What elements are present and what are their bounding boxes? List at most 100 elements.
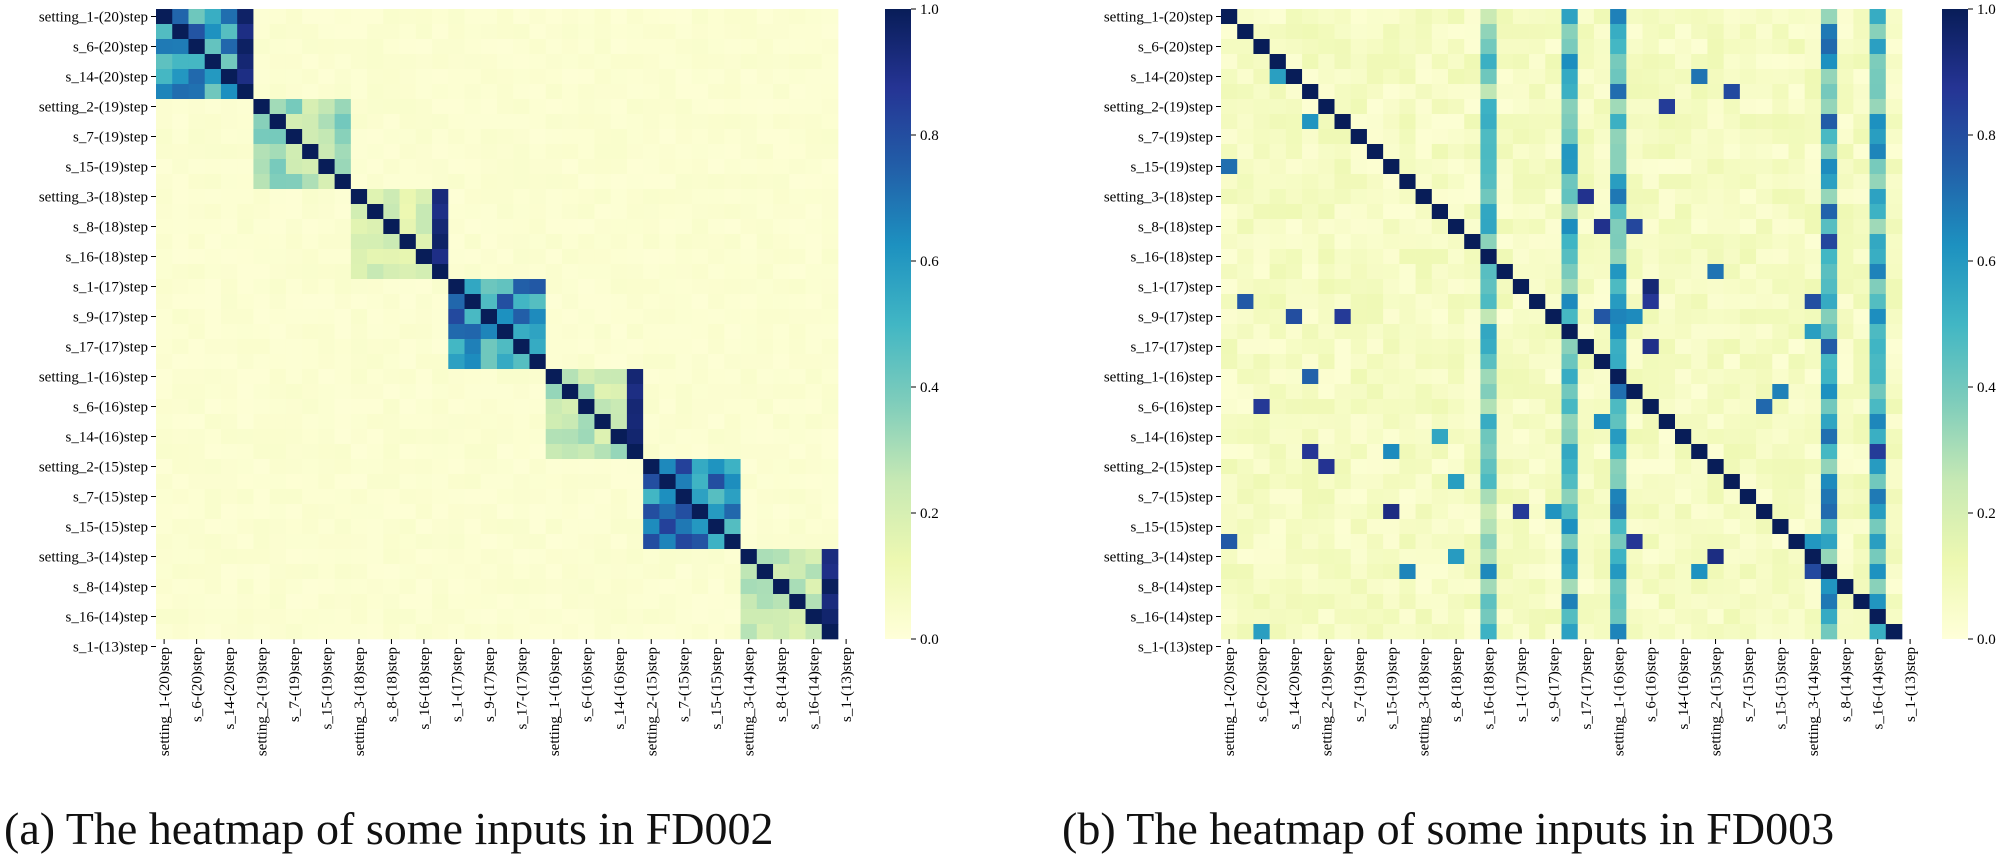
heatmap-a-cell	[367, 144, 384, 160]
heatmap-a-cell	[237, 369, 254, 385]
heatmap-a-cell	[659, 564, 676, 580]
heatmap-a-cell	[659, 594, 676, 610]
heatmap-a-cell	[740, 474, 758, 490]
heatmap-b-cell	[1577, 69, 1595, 85]
heatmap-b-cell	[1529, 429, 1546, 445]
heatmap-a-cell	[399, 159, 417, 175]
heatmap-a-cell	[805, 384, 823, 400]
heatmap-b-cell	[1366, 489, 1384, 505]
heatmap-a-cell	[285, 129, 303, 145]
heatmap-a-cell	[253, 474, 271, 490]
heatmap-b-cell	[1529, 39, 1546, 55]
heatmap-a-cell	[383, 534, 400, 550]
heatmap-a-cell	[578, 264, 595, 280]
heatmap-a-cell	[285, 204, 303, 220]
heatmap-a-cell	[285, 114, 303, 130]
heatmap-b-cell	[1545, 294, 1562, 310]
heatmap-b-cell	[1431, 264, 1449, 280]
heatmap-b-cell	[1480, 339, 1497, 355]
heatmap-b-cell	[1383, 444, 1400, 460]
heatmap-b-col-label: s_1-(17)step	[1514, 647, 1530, 722]
heatmap-a-cell	[789, 399, 806, 415]
heatmap-b-cell	[1885, 504, 1903, 520]
heatmap-b-cell	[1512, 174, 1530, 190]
heatmap-b-cell	[1804, 249, 1822, 265]
heatmap-b-cell	[1529, 189, 1546, 205]
heatmap-a-cell	[350, 354, 368, 370]
heatmap-a-cell	[204, 624, 222, 640]
heatmap-b-cell	[1512, 39, 1530, 55]
heatmap-a-cell	[756, 249, 774, 265]
heatmap-b-cell	[1285, 159, 1303, 175]
heatmap-b-cell	[1253, 564, 1270, 580]
heatmap-b-cell	[1512, 69, 1530, 85]
heatmap-b-cell	[1431, 174, 1449, 190]
heatmap-b-cell	[1869, 39, 1887, 55]
heatmap-a-cell	[269, 129, 287, 145]
heatmap-a-cell	[821, 294, 839, 310]
heatmap-b-cell	[1512, 594, 1530, 610]
heatmap-a-cell	[561, 129, 579, 145]
heatmap-a-cell	[399, 594, 417, 610]
heatmap-b-cell	[1399, 24, 1416, 40]
heatmap-a-cell	[480, 84, 498, 100]
heatmap-a-cell	[302, 204, 319, 220]
heatmap-a-cell	[561, 519, 579, 535]
heatmap-b-cell	[1561, 264, 1579, 280]
heatmap-b-cell	[1869, 189, 1887, 205]
heatmap-a-cell	[626, 144, 644, 160]
heatmap-a-cell	[594, 24, 612, 40]
heatmap-a-cell	[513, 444, 530, 460]
heatmap-b-cell	[1399, 144, 1416, 160]
heatmap-b-cell	[1642, 444, 1660, 460]
heatmap-a-cell	[561, 309, 579, 325]
heatmap-a-cell	[513, 354, 530, 370]
heatmap-a-cell	[708, 594, 725, 610]
heatmap-a-cell	[691, 264, 709, 280]
heatmap-b-cell	[1885, 234, 1903, 250]
heatmap-a-cell	[237, 459, 254, 475]
heatmap-a-cell	[383, 234, 400, 250]
heatmap-b-cell	[1285, 459, 1303, 475]
heatmap-a-cell	[724, 9, 741, 25]
heatmap-a-cell	[756, 24, 774, 40]
heatmap-a-cell	[805, 489, 823, 505]
heatmap-a-cell	[675, 564, 693, 580]
heatmap-a-cell	[253, 189, 271, 205]
heatmap-a-cell	[334, 219, 352, 235]
heatmap-b-cell	[1480, 549, 1497, 565]
heatmap-a-cell	[756, 474, 774, 490]
heatmap-b-cell	[1221, 114, 1238, 130]
heatmap-a-cell	[302, 414, 319, 430]
heatmap-b-cell	[1480, 24, 1497, 40]
heatmap-b-cell	[1837, 444, 1854, 460]
heatmap-b-cell	[1593, 369, 1611, 385]
heatmap-a-cell	[675, 594, 693, 610]
heatmap-b-cell	[1723, 399, 1741, 415]
heatmap-b-cell	[1723, 174, 1741, 190]
heatmap-a-cell	[497, 549, 514, 565]
heatmap-a-cell	[708, 504, 725, 520]
heatmap-a-cell	[464, 129, 482, 145]
heatmap-b-cell	[1820, 114, 1838, 130]
heatmap-b-cell	[1253, 279, 1270, 295]
heatmap-a-cell	[805, 174, 823, 190]
heatmap-a-cell	[497, 399, 514, 415]
heatmap-b-cell	[1853, 54, 1870, 70]
heatmap-a-cell	[383, 309, 400, 325]
heatmap-b-cell	[1885, 279, 1903, 295]
heatmap-a-cell	[334, 129, 352, 145]
heatmap-a-cell	[805, 594, 823, 610]
heatmap-a-cell	[610, 9, 628, 25]
heatmap-a-cell	[156, 144, 173, 160]
heatmap-a-cell	[285, 189, 303, 205]
heatmap-b-cell	[1221, 9, 1238, 25]
heatmap-b-cell	[1869, 294, 1887, 310]
heatmap-a-cell	[220, 234, 238, 250]
heatmap-a-cell	[188, 429, 206, 445]
heatmap-a-cell	[561, 114, 579, 130]
heatmap-a-cell	[269, 144, 287, 160]
heatmap-b-cell	[1366, 114, 1384, 130]
heatmap-a-cell	[724, 114, 741, 130]
heatmap-b-cell	[1772, 219, 1789, 235]
